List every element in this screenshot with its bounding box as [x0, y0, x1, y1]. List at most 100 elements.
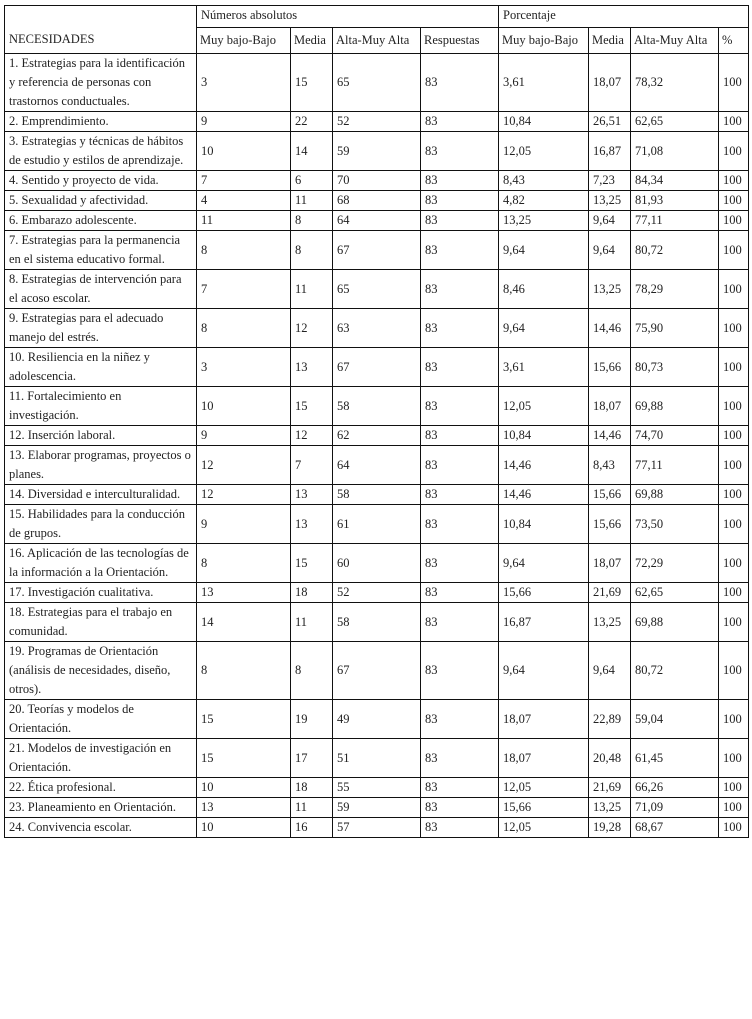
column-header: Muy bajo-Bajo — [498, 27, 589, 54]
table-row: 17. Investigación cualitativa. 13 18 52 83 15… — [4, 582, 750, 603]
value-cell: 80,72 — [630, 230, 719, 270]
value-cell: 83 — [420, 425, 499, 446]
table-row: 19. Programas de Orientación (análisis d… — [4, 641, 750, 700]
value-cell: 9,64 — [498, 641, 589, 700]
value-cell: 8 — [196, 308, 291, 348]
value-cell: 78,32 — [630, 53, 719, 112]
value-cell: 18,07 — [588, 386, 631, 426]
value-cell: 14 — [196, 602, 291, 642]
value-cell: 9 — [196, 425, 291, 446]
value-cell: 78,29 — [630, 269, 719, 309]
value-cell: 11 — [290, 269, 333, 309]
value-cell: 13 — [290, 347, 333, 387]
need-cell: 9. Estrategias para el adecuado manejo d… — [4, 308, 197, 348]
need-cell: 22. Ética profesional. — [4, 777, 197, 798]
value-cell: 61 — [332, 504, 421, 544]
value-cell: 14,46 — [588, 425, 631, 446]
value-cell: 100 — [717, 484, 750, 505]
value-cell: 14,46 — [588, 308, 631, 348]
value-cell: 100 — [717, 347, 750, 387]
need-cell: 24. Convivencia escolar. — [4, 817, 197, 838]
value-cell: 19 — [290, 699, 333, 739]
value-cell: 9,64 — [498, 308, 589, 348]
value-cell: 65 — [332, 53, 421, 112]
table-row: 15. Habilidades para la conducción de gr… — [4, 504, 750, 544]
value-cell: 13 — [196, 797, 291, 818]
value-cell: 51 — [332, 738, 421, 778]
value-cell: 7 — [196, 170, 291, 191]
value-cell: 55 — [332, 777, 421, 798]
column-header: Media — [290, 27, 333, 54]
header-row: Muy bajo-Bajo Media Alta-Muy Alta Respuesta… — [5, 27, 750, 54]
value-cell: 10 — [196, 386, 291, 426]
need-cell: 8. Estrategias de intervención para el a… — [4, 269, 197, 309]
column-header: NECESIDADES — [4, 5, 197, 54]
table-row: 8. Estrategias de intervención para el a… — [4, 269, 750, 309]
need-cell: 14. Diversidad e interculturalidad. — [4, 484, 197, 505]
value-cell: 100 — [717, 582, 750, 603]
value-cell: 83 — [420, 347, 499, 387]
value-cell: 4 — [196, 190, 291, 211]
value-cell: 12 — [290, 308, 333, 348]
value-cell: 8 — [290, 210, 333, 231]
value-cell: 7 — [196, 269, 291, 309]
value-cell: 61,45 — [630, 738, 719, 778]
need-cell: 16. Aplicación de las tecnologías de la … — [4, 543, 197, 583]
value-cell: 10 — [196, 777, 291, 798]
value-cell: 64 — [332, 210, 421, 231]
value-cell: 100 — [717, 425, 750, 446]
value-cell: 83 — [420, 504, 499, 544]
table-row: 22. Ética profesional. 10 18 55 83 12,05 21,69… — [4, 777, 750, 798]
value-cell: 15,66 — [498, 582, 589, 603]
value-cell: 3,61 — [498, 347, 589, 387]
value-cell: 49 — [332, 699, 421, 739]
value-cell: 60 — [332, 543, 421, 583]
value-cell: 80,73 — [630, 347, 719, 387]
value-cell: 100 — [717, 738, 750, 778]
value-cell: 18,07 — [588, 543, 631, 583]
value-cell: 15 — [290, 386, 333, 426]
value-cell: 64 — [332, 445, 421, 485]
value-cell: 72,29 — [630, 543, 719, 583]
value-cell: 83 — [420, 269, 499, 309]
value-cell: 100 — [717, 131, 750, 171]
value-cell: 83 — [420, 230, 499, 270]
value-cell: 71,08 — [630, 131, 719, 171]
value-cell: 8,43 — [588, 445, 631, 485]
value-cell: 73,50 — [630, 504, 719, 544]
value-cell: 57 — [332, 817, 421, 838]
value-cell: 83 — [420, 111, 499, 132]
value-cell: 83 — [420, 484, 499, 505]
table-row: 10. Resiliencia en la niñez y adolescenc… — [4, 347, 750, 387]
value-cell: 15 — [196, 699, 291, 739]
value-cell: 9,64 — [588, 641, 631, 700]
value-cell: 100 — [717, 602, 750, 642]
table-row: 16. Aplicación de las tecnologías de la … — [4, 543, 750, 583]
value-cell: 70 — [332, 170, 421, 191]
value-cell: 80,72 — [630, 641, 719, 700]
value-cell: 83 — [420, 602, 499, 642]
value-cell: 100 — [717, 641, 750, 700]
column-header: Alta-Muy Alta — [630, 27, 719, 54]
value-cell: 10,84 — [498, 504, 589, 544]
value-cell: 13 — [196, 582, 291, 603]
value-cell: 100 — [717, 543, 750, 583]
value-cell: 62 — [332, 425, 421, 446]
value-cell: 100 — [717, 230, 750, 270]
value-cell: 100 — [717, 817, 750, 838]
value-cell: 100 — [717, 777, 750, 798]
value-cell: 83 — [420, 308, 499, 348]
value-cell: 83 — [420, 543, 499, 583]
value-cell: 63 — [332, 308, 421, 348]
value-cell: 15,66 — [588, 504, 631, 544]
table-row: 2. Emprendimiento. 9 22 52 83 10,84 26,51 62,65… — [4, 111, 750, 132]
value-cell: 65 — [332, 269, 421, 309]
value-cell: 81,93 — [630, 190, 719, 211]
value-cell: 10,84 — [498, 111, 589, 132]
value-cell: 21,69 — [588, 582, 631, 603]
value-cell: 100 — [717, 269, 750, 309]
value-cell: 12,05 — [498, 386, 589, 426]
group-header: Números absolutos — [196, 5, 499, 28]
table-row: 24. Convivencia escolar. 10 16 57 83 12,05 19,… — [4, 817, 750, 838]
value-cell: 15 — [290, 53, 333, 112]
